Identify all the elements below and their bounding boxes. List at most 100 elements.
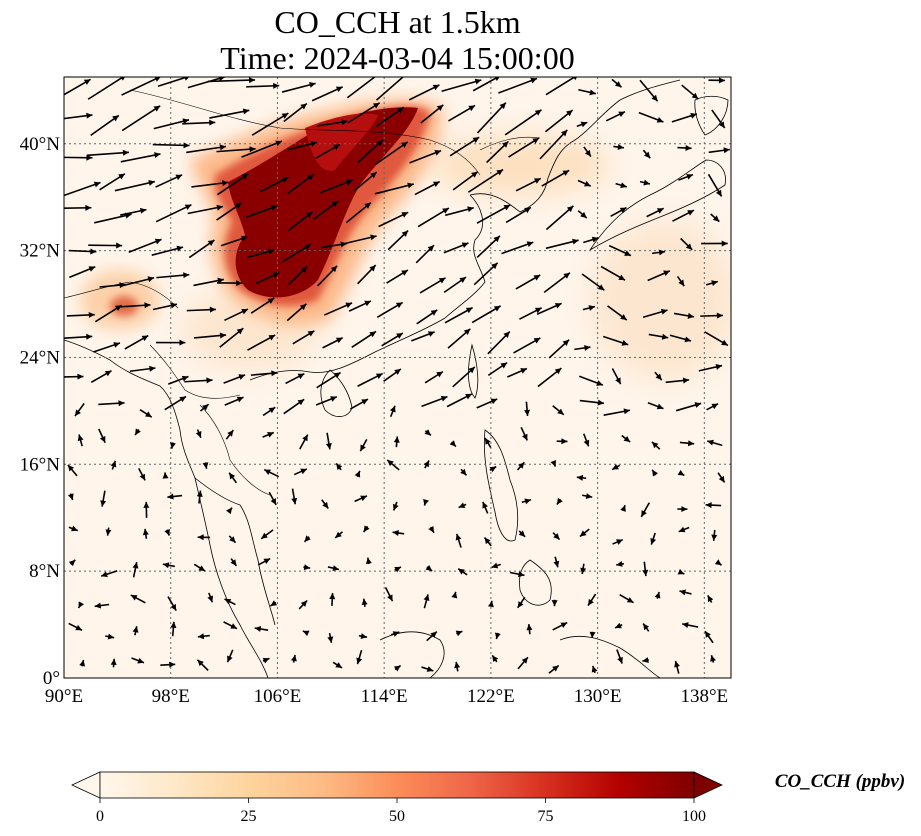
coastline-philippines — [484, 429, 519, 542]
wind-arrow — [313, 200, 339, 220]
wind-arrow — [262, 431, 275, 438]
wind-arrow — [646, 207, 665, 218]
wind-arrow — [424, 370, 444, 384]
wind-arrow — [473, 262, 499, 286]
wind-arrow — [162, 472, 169, 479]
wind-arrow — [254, 626, 269, 632]
wind-arrow — [288, 265, 308, 286]
wind-arrow — [416, 309, 438, 325]
border-china-korea — [479, 136, 541, 151]
wind-arrow — [202, 462, 209, 469]
wind-arrow — [188, 239, 215, 259]
wind-arrow — [541, 169, 570, 187]
wind-arrow — [489, 465, 497, 473]
wind-arrow — [287, 211, 313, 232]
wind-arrow — [374, 141, 409, 166]
wind-arrow — [455, 533, 462, 548]
wind-vectors — [64, 77, 730, 674]
wind-arrow — [711, 529, 718, 541]
wind-arrow — [717, 472, 726, 483]
wind-arrow — [64, 78, 91, 96]
wind-arrow — [245, 205, 278, 219]
wind-arrow — [303, 535, 311, 543]
wind-arrow — [152, 302, 178, 311]
lon-tick-label: 138°E — [680, 686, 728, 707]
wind-arrow — [444, 306, 473, 324]
wind-arrow — [193, 332, 227, 339]
wind-arrow — [491, 562, 501, 569]
wind-arrow — [357, 264, 377, 285]
wind-arrow — [168, 375, 189, 385]
wind-arrow — [74, 402, 85, 417]
wind-arrow — [552, 405, 565, 416]
longitude-labels: 90°E 98°E 106°E 114°E 122°E 130°E 138°E — [45, 686, 728, 707]
wind-arrow — [551, 599, 558, 607]
wind-arrow — [589, 631, 596, 639]
wind-arrow — [614, 622, 623, 629]
wind-arrow — [321, 499, 329, 510]
wind-arrow — [94, 304, 123, 323]
coastline-hainan — [320, 369, 353, 417]
wind-arrow — [105, 633, 115, 640]
wind-arrow — [486, 140, 509, 164]
wind-arrow — [257, 557, 271, 566]
wind-arrow — [298, 599, 308, 610]
wind-arrow — [241, 140, 283, 158]
lat-tick-label: 32°N — [20, 241, 61, 262]
wind-arrow — [681, 84, 699, 100]
wind-arrow — [187, 204, 224, 215]
wind-arrow — [704, 331, 729, 347]
wind-arrow — [387, 230, 409, 251]
wind-arrow — [678, 526, 690, 533]
wind-arrow — [209, 108, 250, 119]
wind-arrow — [365, 557, 372, 565]
wind-arrow — [68, 559, 76, 567]
wind-arrow — [64, 204, 92, 211]
wind-arrow — [217, 280, 243, 287]
wind-arrow — [639, 179, 651, 186]
wind-arrow — [669, 334, 692, 343]
wind-arrow — [259, 176, 289, 193]
wind-arrow — [293, 468, 308, 476]
wind-arrow — [452, 366, 476, 388]
wind-arrow — [515, 274, 541, 290]
wind-arrow — [224, 396, 244, 406]
wind-arrow — [611, 368, 622, 385]
wind-arrow — [651, 249, 666, 256]
wind-arrow — [579, 399, 605, 406]
wind-arrow — [170, 442, 176, 449]
wind-arrow — [199, 403, 210, 412]
wind-arrow — [704, 630, 714, 644]
wind-arrow — [152, 142, 190, 149]
wind-arrow — [714, 559, 722, 566]
wind-arrow — [642, 308, 668, 319]
wind-arrow — [677, 506, 688, 513]
wind-arrow — [705, 280, 719, 287]
wind-arrow — [216, 146, 256, 153]
borders — [64, 89, 541, 496]
wind-arrow — [354, 495, 368, 503]
wind-arrow — [196, 490, 203, 504]
wind-arrow — [539, 129, 568, 160]
wind-arrow — [507, 367, 528, 378]
wind-arrow — [340, 234, 377, 246]
wind-arrow — [262, 406, 276, 417]
wind-arrow — [207, 592, 214, 603]
colorbar-tick-label: 50 — [389, 808, 405, 825]
wind-arrow — [100, 490, 107, 507]
wind-arrow — [491, 654, 499, 663]
wind-arrow — [130, 594, 146, 604]
wind-arrow — [700, 312, 723, 319]
wind-arrow — [424, 429, 432, 436]
wind-arrow — [77, 434, 84, 447]
wind-arrow — [285, 372, 305, 385]
wind-arrow — [408, 84, 440, 101]
wind-arrow — [351, 330, 377, 348]
wind-arrow — [219, 327, 244, 348]
wind-arrow — [443, 276, 467, 294]
wind-arrow — [708, 147, 730, 154]
wind-arrow — [600, 265, 626, 281]
colorbar-extend-min — [71, 771, 101, 799]
wind-arrow — [182, 119, 216, 126]
wind-arrow — [455, 630, 463, 637]
